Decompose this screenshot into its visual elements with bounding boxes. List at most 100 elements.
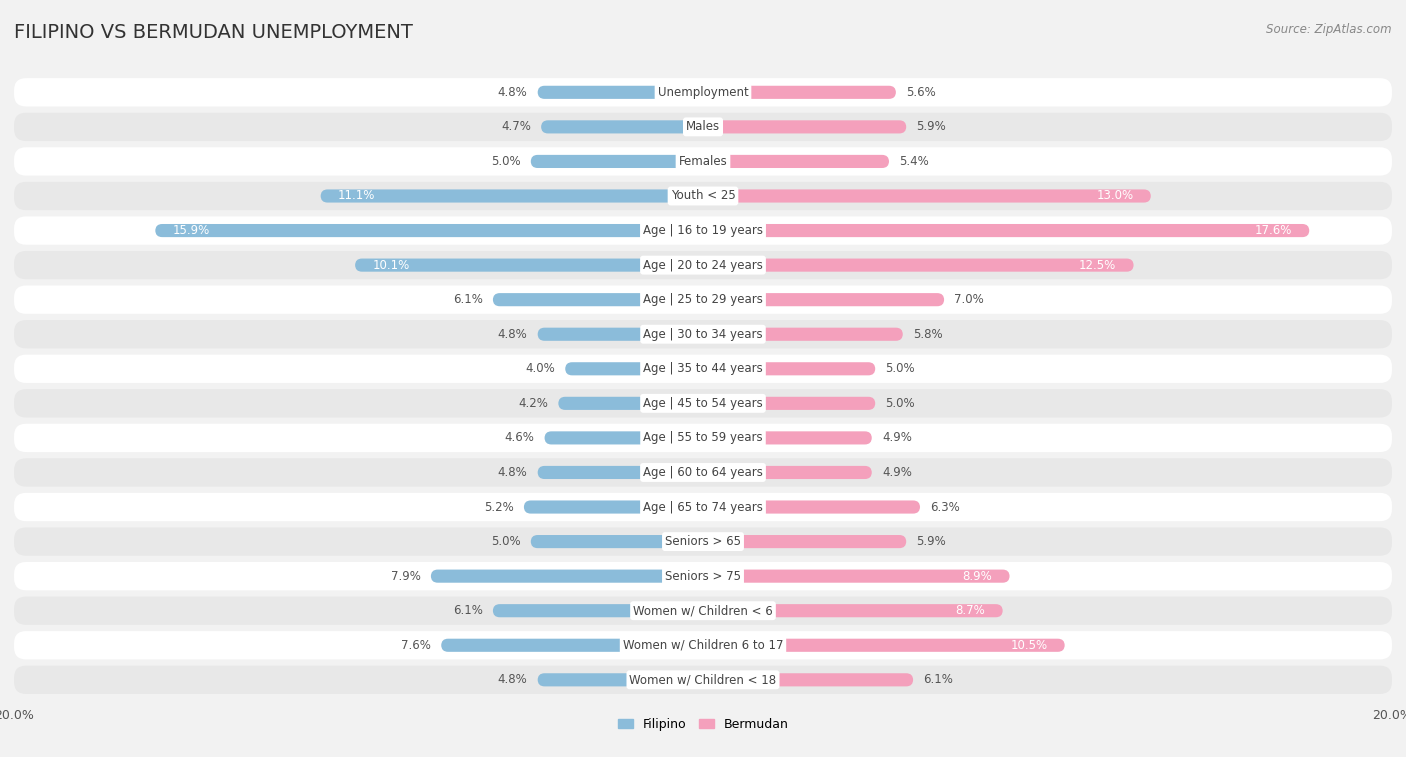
Text: 5.4%: 5.4% bbox=[900, 155, 929, 168]
FancyBboxPatch shape bbox=[703, 604, 1002, 617]
FancyBboxPatch shape bbox=[14, 354, 1392, 383]
FancyBboxPatch shape bbox=[703, 189, 1152, 203]
FancyBboxPatch shape bbox=[524, 500, 703, 513]
Text: Women w/ Children 6 to 17: Women w/ Children 6 to 17 bbox=[623, 639, 783, 652]
FancyBboxPatch shape bbox=[14, 148, 1392, 176]
FancyBboxPatch shape bbox=[703, 466, 872, 479]
FancyBboxPatch shape bbox=[14, 424, 1392, 452]
FancyBboxPatch shape bbox=[703, 328, 903, 341]
Text: 4.8%: 4.8% bbox=[498, 466, 527, 479]
Text: Age | 16 to 19 years: Age | 16 to 19 years bbox=[643, 224, 763, 237]
Text: 12.5%: 12.5% bbox=[1080, 259, 1116, 272]
Text: Women w/ Children < 18: Women w/ Children < 18 bbox=[630, 673, 776, 687]
Text: 5.0%: 5.0% bbox=[886, 397, 915, 410]
FancyBboxPatch shape bbox=[703, 639, 1064, 652]
Text: 11.1%: 11.1% bbox=[337, 189, 375, 202]
FancyBboxPatch shape bbox=[14, 182, 1392, 210]
Text: 15.9%: 15.9% bbox=[173, 224, 209, 237]
Text: 10.5%: 10.5% bbox=[1011, 639, 1047, 652]
Text: 5.0%: 5.0% bbox=[491, 155, 520, 168]
FancyBboxPatch shape bbox=[541, 120, 703, 133]
FancyBboxPatch shape bbox=[494, 604, 703, 617]
Text: 8.9%: 8.9% bbox=[963, 570, 993, 583]
Text: Age | 65 to 74 years: Age | 65 to 74 years bbox=[643, 500, 763, 513]
Text: 6.1%: 6.1% bbox=[453, 293, 482, 306]
FancyBboxPatch shape bbox=[703, 259, 1133, 272]
FancyBboxPatch shape bbox=[14, 320, 1392, 348]
Text: 6.1%: 6.1% bbox=[453, 604, 482, 617]
FancyBboxPatch shape bbox=[703, 155, 889, 168]
FancyBboxPatch shape bbox=[537, 328, 703, 341]
FancyBboxPatch shape bbox=[14, 665, 1392, 694]
FancyBboxPatch shape bbox=[14, 217, 1392, 245]
FancyBboxPatch shape bbox=[531, 155, 703, 168]
FancyBboxPatch shape bbox=[14, 562, 1392, 590]
FancyBboxPatch shape bbox=[14, 597, 1392, 625]
FancyBboxPatch shape bbox=[14, 631, 1392, 659]
FancyBboxPatch shape bbox=[558, 397, 703, 410]
FancyBboxPatch shape bbox=[14, 493, 1392, 521]
FancyBboxPatch shape bbox=[14, 389, 1392, 418]
Text: Age | 20 to 24 years: Age | 20 to 24 years bbox=[643, 259, 763, 272]
FancyBboxPatch shape bbox=[703, 120, 907, 133]
Text: 4.8%: 4.8% bbox=[498, 673, 527, 687]
FancyBboxPatch shape bbox=[321, 189, 703, 203]
FancyBboxPatch shape bbox=[441, 639, 703, 652]
FancyBboxPatch shape bbox=[703, 569, 1010, 583]
Text: Age | 25 to 29 years: Age | 25 to 29 years bbox=[643, 293, 763, 306]
Text: 6.3%: 6.3% bbox=[931, 500, 960, 513]
Text: 5.6%: 5.6% bbox=[907, 86, 936, 99]
FancyBboxPatch shape bbox=[703, 293, 945, 307]
Text: 5.0%: 5.0% bbox=[491, 535, 520, 548]
FancyBboxPatch shape bbox=[356, 259, 703, 272]
Text: 6.1%: 6.1% bbox=[924, 673, 953, 687]
FancyBboxPatch shape bbox=[703, 535, 907, 548]
FancyBboxPatch shape bbox=[14, 285, 1392, 314]
Text: Age | 35 to 44 years: Age | 35 to 44 years bbox=[643, 363, 763, 375]
FancyBboxPatch shape bbox=[703, 500, 920, 513]
FancyBboxPatch shape bbox=[494, 293, 703, 307]
Text: 5.0%: 5.0% bbox=[886, 363, 915, 375]
Text: 8.7%: 8.7% bbox=[956, 604, 986, 617]
FancyBboxPatch shape bbox=[430, 569, 703, 583]
Text: 4.6%: 4.6% bbox=[505, 431, 534, 444]
FancyBboxPatch shape bbox=[703, 362, 875, 375]
FancyBboxPatch shape bbox=[14, 528, 1392, 556]
Text: Age | 45 to 54 years: Age | 45 to 54 years bbox=[643, 397, 763, 410]
Text: 4.9%: 4.9% bbox=[882, 431, 912, 444]
Text: FILIPINO VS BERMUDAN UNEMPLOYMENT: FILIPINO VS BERMUDAN UNEMPLOYMENT bbox=[14, 23, 413, 42]
Text: 7.0%: 7.0% bbox=[955, 293, 984, 306]
Text: 4.8%: 4.8% bbox=[498, 86, 527, 99]
Text: Females: Females bbox=[679, 155, 727, 168]
FancyBboxPatch shape bbox=[14, 113, 1392, 141]
FancyBboxPatch shape bbox=[703, 673, 912, 687]
Text: 7.6%: 7.6% bbox=[401, 639, 430, 652]
FancyBboxPatch shape bbox=[537, 466, 703, 479]
Text: 7.9%: 7.9% bbox=[391, 570, 420, 583]
Text: 4.8%: 4.8% bbox=[498, 328, 527, 341]
Text: Seniors > 65: Seniors > 65 bbox=[665, 535, 741, 548]
Text: Age | 55 to 59 years: Age | 55 to 59 years bbox=[643, 431, 763, 444]
FancyBboxPatch shape bbox=[703, 397, 875, 410]
Text: 4.2%: 4.2% bbox=[519, 397, 548, 410]
FancyBboxPatch shape bbox=[703, 431, 872, 444]
Text: 5.2%: 5.2% bbox=[484, 500, 513, 513]
Text: Age | 60 to 64 years: Age | 60 to 64 years bbox=[643, 466, 763, 479]
Text: Seniors > 75: Seniors > 75 bbox=[665, 570, 741, 583]
Text: 5.8%: 5.8% bbox=[912, 328, 943, 341]
Text: Unemployment: Unemployment bbox=[658, 86, 748, 99]
Text: 5.9%: 5.9% bbox=[917, 120, 946, 133]
Text: 13.0%: 13.0% bbox=[1097, 189, 1133, 202]
FancyBboxPatch shape bbox=[14, 78, 1392, 107]
FancyBboxPatch shape bbox=[531, 535, 703, 548]
Text: Source: ZipAtlas.com: Source: ZipAtlas.com bbox=[1267, 23, 1392, 36]
Text: 17.6%: 17.6% bbox=[1254, 224, 1292, 237]
FancyBboxPatch shape bbox=[537, 86, 703, 99]
Text: 4.0%: 4.0% bbox=[524, 363, 555, 375]
FancyBboxPatch shape bbox=[703, 86, 896, 99]
Text: Youth < 25: Youth < 25 bbox=[671, 189, 735, 202]
FancyBboxPatch shape bbox=[14, 458, 1392, 487]
Text: 4.9%: 4.9% bbox=[882, 466, 912, 479]
Text: Males: Males bbox=[686, 120, 720, 133]
FancyBboxPatch shape bbox=[703, 224, 1309, 237]
